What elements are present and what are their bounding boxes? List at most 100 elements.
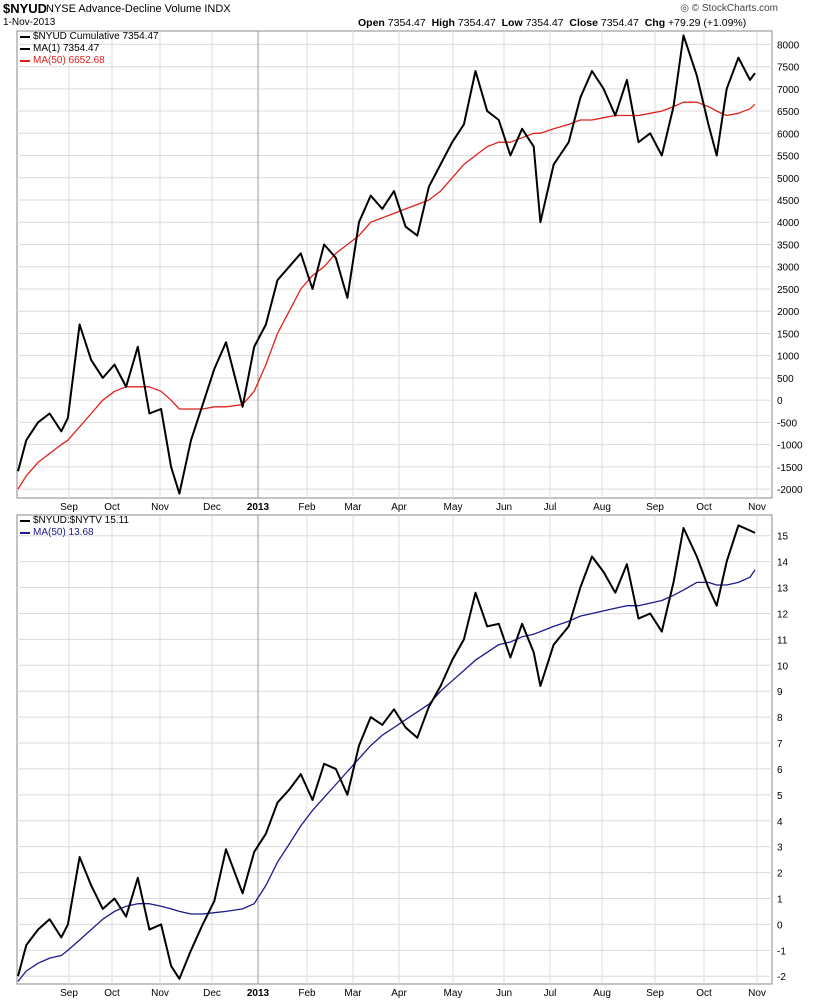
legend-swatch — [20, 36, 30, 38]
x-tick-label: 2013 — [247, 502, 270, 513]
y-tick-label: -1 — [777, 946, 786, 957]
y-tick-label: 6500 — [777, 107, 800, 118]
stockcharts-credit: ◎ © StockCharts.com — [680, 3, 778, 14]
y-tick-label: 3000 — [777, 263, 800, 274]
x-tick-label: May — [444, 988, 463, 999]
y-tick-label: 3500 — [777, 240, 800, 251]
legend-item: MA(1) 7354.47 — [20, 43, 159, 55]
x-tick-label: Jul — [544, 502, 557, 513]
y-tick-label: 6 — [777, 765, 783, 776]
y-tick-label: -2000 — [777, 485, 803, 496]
legend-swatch — [20, 60, 30, 62]
x-tick-label: Oct — [104, 502, 120, 513]
y-tick-label: 13 — [777, 584, 789, 595]
y-tick-label: 7500 — [777, 63, 800, 74]
y-tick-label: 6000 — [777, 129, 800, 140]
stockcharts-logo-icon: ◎ — [680, 3, 689, 14]
legend-item: $NYUD Cumulative 7354.47 — [20, 31, 159, 43]
price-series-line — [17, 34, 756, 495]
open-value: 7354.47 — [387, 17, 426, 29]
x-tick-label: Jun — [496, 502, 512, 513]
x-tick-label: Jun — [496, 988, 512, 999]
x-tick-label: Nov — [748, 988, 766, 999]
y-tick-label: 3 — [777, 843, 783, 854]
close-value: 7354.47 — [600, 17, 639, 29]
x-tick-label: Sep — [646, 502, 664, 513]
chart-header: $NYUD NYSE Advance-Decline Volume INDX 1… — [0, 0, 820, 30]
y-tick-label: 9 — [777, 687, 783, 698]
panel-frame — [16, 30, 773, 499]
x-tick-label: Oct — [696, 502, 712, 513]
price-series-line — [17, 524, 756, 980]
low-label: Low — [501, 17, 523, 29]
legend-swatch — [20, 520, 30, 522]
credit-text: © StockCharts.com — [691, 3, 778, 14]
y-tick-label: -1500 — [777, 463, 803, 474]
legend-item: MA(50) 13.68 — [20, 527, 129, 539]
y-tick-label: -1000 — [777, 441, 803, 452]
panel-frame — [16, 514, 773, 985]
high-label: High — [431, 17, 455, 29]
x-tick-label: Nov — [748, 502, 766, 513]
y-tick-label: 0 — [777, 396, 783, 407]
legend-label: MA(50) 13.68 — [33, 527, 94, 538]
x-tick-label: Mar — [344, 502, 362, 513]
bottom-panel-legend: $NYUD:$NYTV 15.11 MA(50) 13.68 — [20, 515, 129, 539]
y-tick-label: 7 — [777, 739, 783, 750]
x-tick-label: Sep — [646, 988, 664, 999]
close-label: Close — [569, 17, 598, 29]
y-tick-label: -500 — [777, 418, 797, 429]
y-tick-label: 4000 — [777, 218, 800, 229]
ohlc-readout: Open 7354.47 High 7354.47 Low 7354.47 Cl… — [358, 17, 746, 29]
x-tick-label: Sep — [60, 988, 78, 999]
ma50-series-line — [17, 101, 756, 490]
open-label: Open — [358, 17, 385, 29]
x-tick-label: Apr — [391, 988, 407, 999]
y-tick-label: 2000 — [777, 307, 800, 318]
chart-date: 1-Nov-2013 — [3, 17, 56, 28]
y-tick-label: 8000 — [777, 40, 800, 51]
x-tick-label: Aug — [593, 988, 611, 999]
legend-label: $NYUD:$NYTV 15.11 — [33, 515, 129, 526]
x-tick-label: Dec — [203, 502, 221, 513]
y-tick-label: 8 — [777, 713, 783, 724]
y-tick-label: 1 — [777, 894, 783, 905]
x-tick-label: Nov — [151, 988, 169, 999]
x-tick-label: Feb — [298, 988, 316, 999]
y-tick-label: -2 — [777, 972, 786, 983]
x-tick-label: Jul — [544, 988, 557, 999]
legend-swatch — [20, 532, 30, 534]
y-tick-label: 5500 — [777, 152, 800, 163]
x-tick-label: Aug — [593, 502, 611, 513]
legend-item: $NYUD:$NYTV 15.11 — [20, 515, 129, 527]
y-tick-label: 2500 — [777, 285, 800, 296]
y-tick-label: 12 — [777, 609, 789, 620]
y-tick-label: 7000 — [777, 85, 800, 96]
y-tick-label: 1000 — [777, 352, 800, 363]
x-tick-label: Oct — [696, 988, 712, 999]
high-value: 7354.47 — [457, 17, 496, 29]
low-value: 7354.47 — [525, 17, 564, 29]
ma50-series-line — [17, 569, 756, 982]
legend-label: MA(50) 6652.68 — [33, 55, 105, 66]
y-tick-label: 4500 — [777, 196, 800, 207]
x-tick-label: Feb — [298, 502, 316, 513]
y-tick-label: 4 — [777, 817, 783, 828]
y-tick-label: 11 — [777, 635, 788, 646]
y-tick-label: 10 — [777, 661, 789, 672]
x-tick-label: Oct — [104, 988, 120, 999]
x-tick-label: Mar — [344, 988, 362, 999]
x-tick-label: May — [444, 502, 463, 513]
y-tick-label: 2 — [777, 869, 783, 880]
x-tick-label: Dec — [203, 988, 221, 999]
legend-label: $NYUD Cumulative 7354.47 — [33, 31, 159, 42]
top-panel-legend: $NYUD Cumulative 7354.47 MA(1) 7354.47 MA(… — [20, 31, 159, 67]
x-tick-label: 2013 — [247, 988, 270, 999]
chg-label: Chg — [644, 17, 666, 29]
symbol-label: $NYUD — [3, 1, 48, 16]
legend-label: MA(1) 7354.47 — [33, 43, 100, 54]
y-tick-label: 5 — [777, 791, 783, 802]
y-tick-label: 0 — [777, 920, 783, 931]
x-tick-label: Apr — [391, 502, 407, 513]
